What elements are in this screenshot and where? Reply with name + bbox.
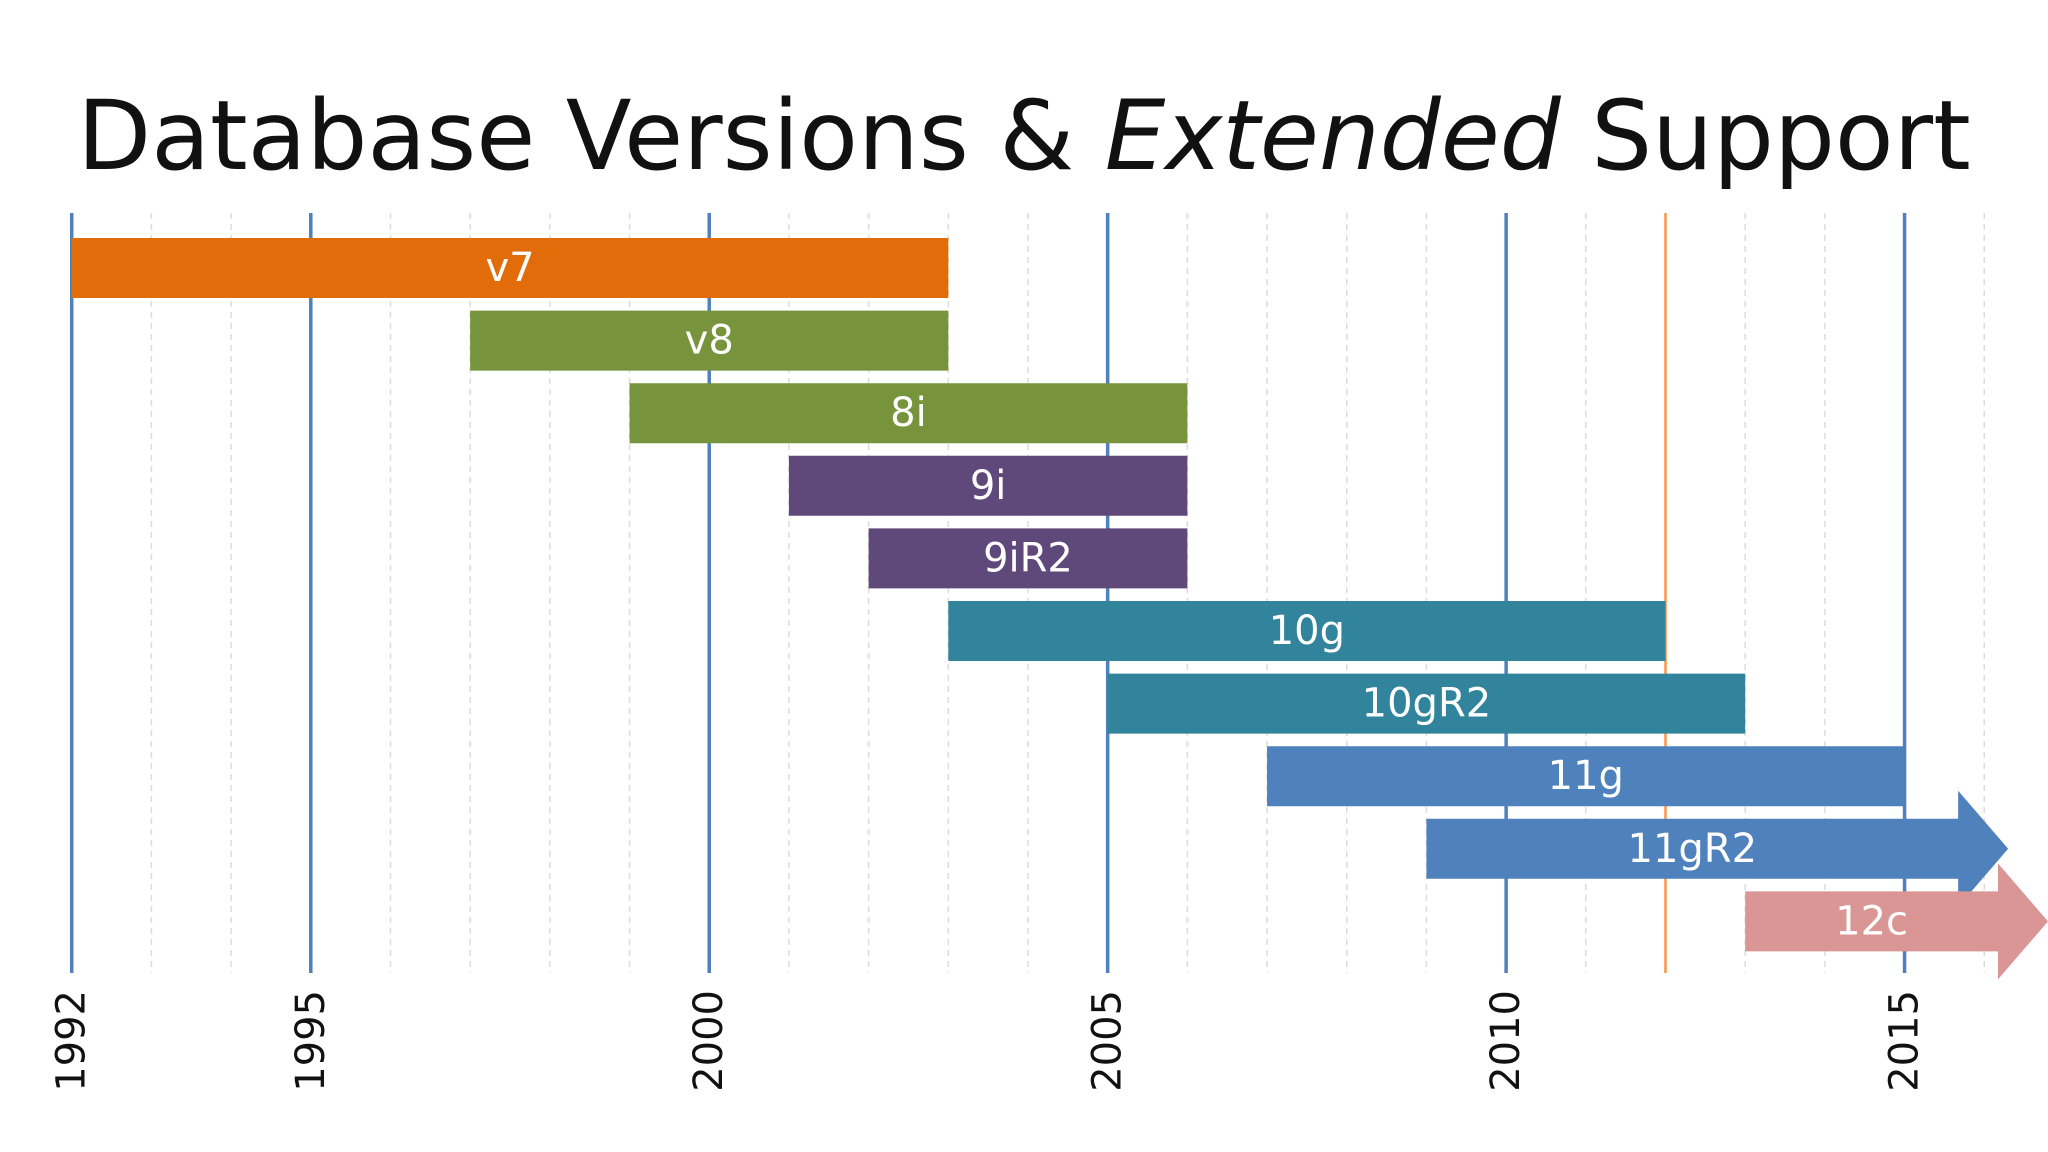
bar-label: 11gR2 [1628,826,1758,872]
x-tick-label: 1995 [288,990,334,1092]
x-tick-label: 2010 [1483,990,1529,1092]
x-tick-label: 1992 [49,990,95,1092]
title-part: Support [1591,80,1971,192]
bar-label: 12c [1835,898,1908,944]
x-tick-label: 2005 [1085,990,1131,1092]
version-bar [1745,863,2048,980]
bar-label: 10g [1269,608,1345,654]
title-part: Database Versions & [77,80,1075,192]
version-bar [868,528,1188,589]
bar-label: 9i [970,463,1007,509]
version-bar [71,238,949,298]
version-bar [948,601,1666,661]
version-bar [1107,673,1746,734]
x-tick-label: 2000 [686,990,732,1092]
version-bar [1267,746,1905,807]
bar-label: 8i [890,390,927,436]
chart-title: Database Versions & Extended Support [0,88,2048,184]
version-bar [629,383,1188,444]
version-bar [470,310,949,371]
bar-label: 10gR2 [1362,681,1492,727]
bar-label: v7 [485,245,534,291]
bar-label: 11g [1548,753,1624,799]
bar-label: v8 [685,318,734,364]
bar-label: 9iR2 [983,535,1073,581]
version-bar [788,455,1188,516]
title-part: Extended [1104,80,1561,192]
x-tick-label: 2015 [1882,990,1928,1092]
version-bar [1426,790,2009,907]
